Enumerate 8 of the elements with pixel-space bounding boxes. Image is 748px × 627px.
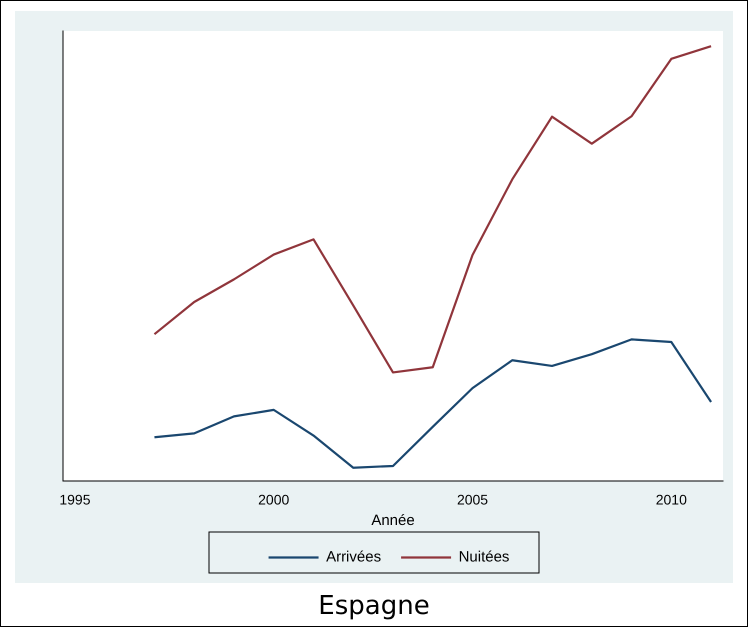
x-tick-label: 2005: [456, 491, 488, 508]
x-tick-label: 2000: [258, 491, 290, 508]
text: Espagne: [317, 591, 431, 621]
x-tick-label: 2010: [656, 491, 688, 508]
x-tick-label: 1995: [59, 491, 91, 508]
legend-label: Nuitées: [458, 548, 510, 566]
x-axis-title: Année: [371, 512, 415, 530]
legend-label: Arrivées: [326, 548, 382, 566]
